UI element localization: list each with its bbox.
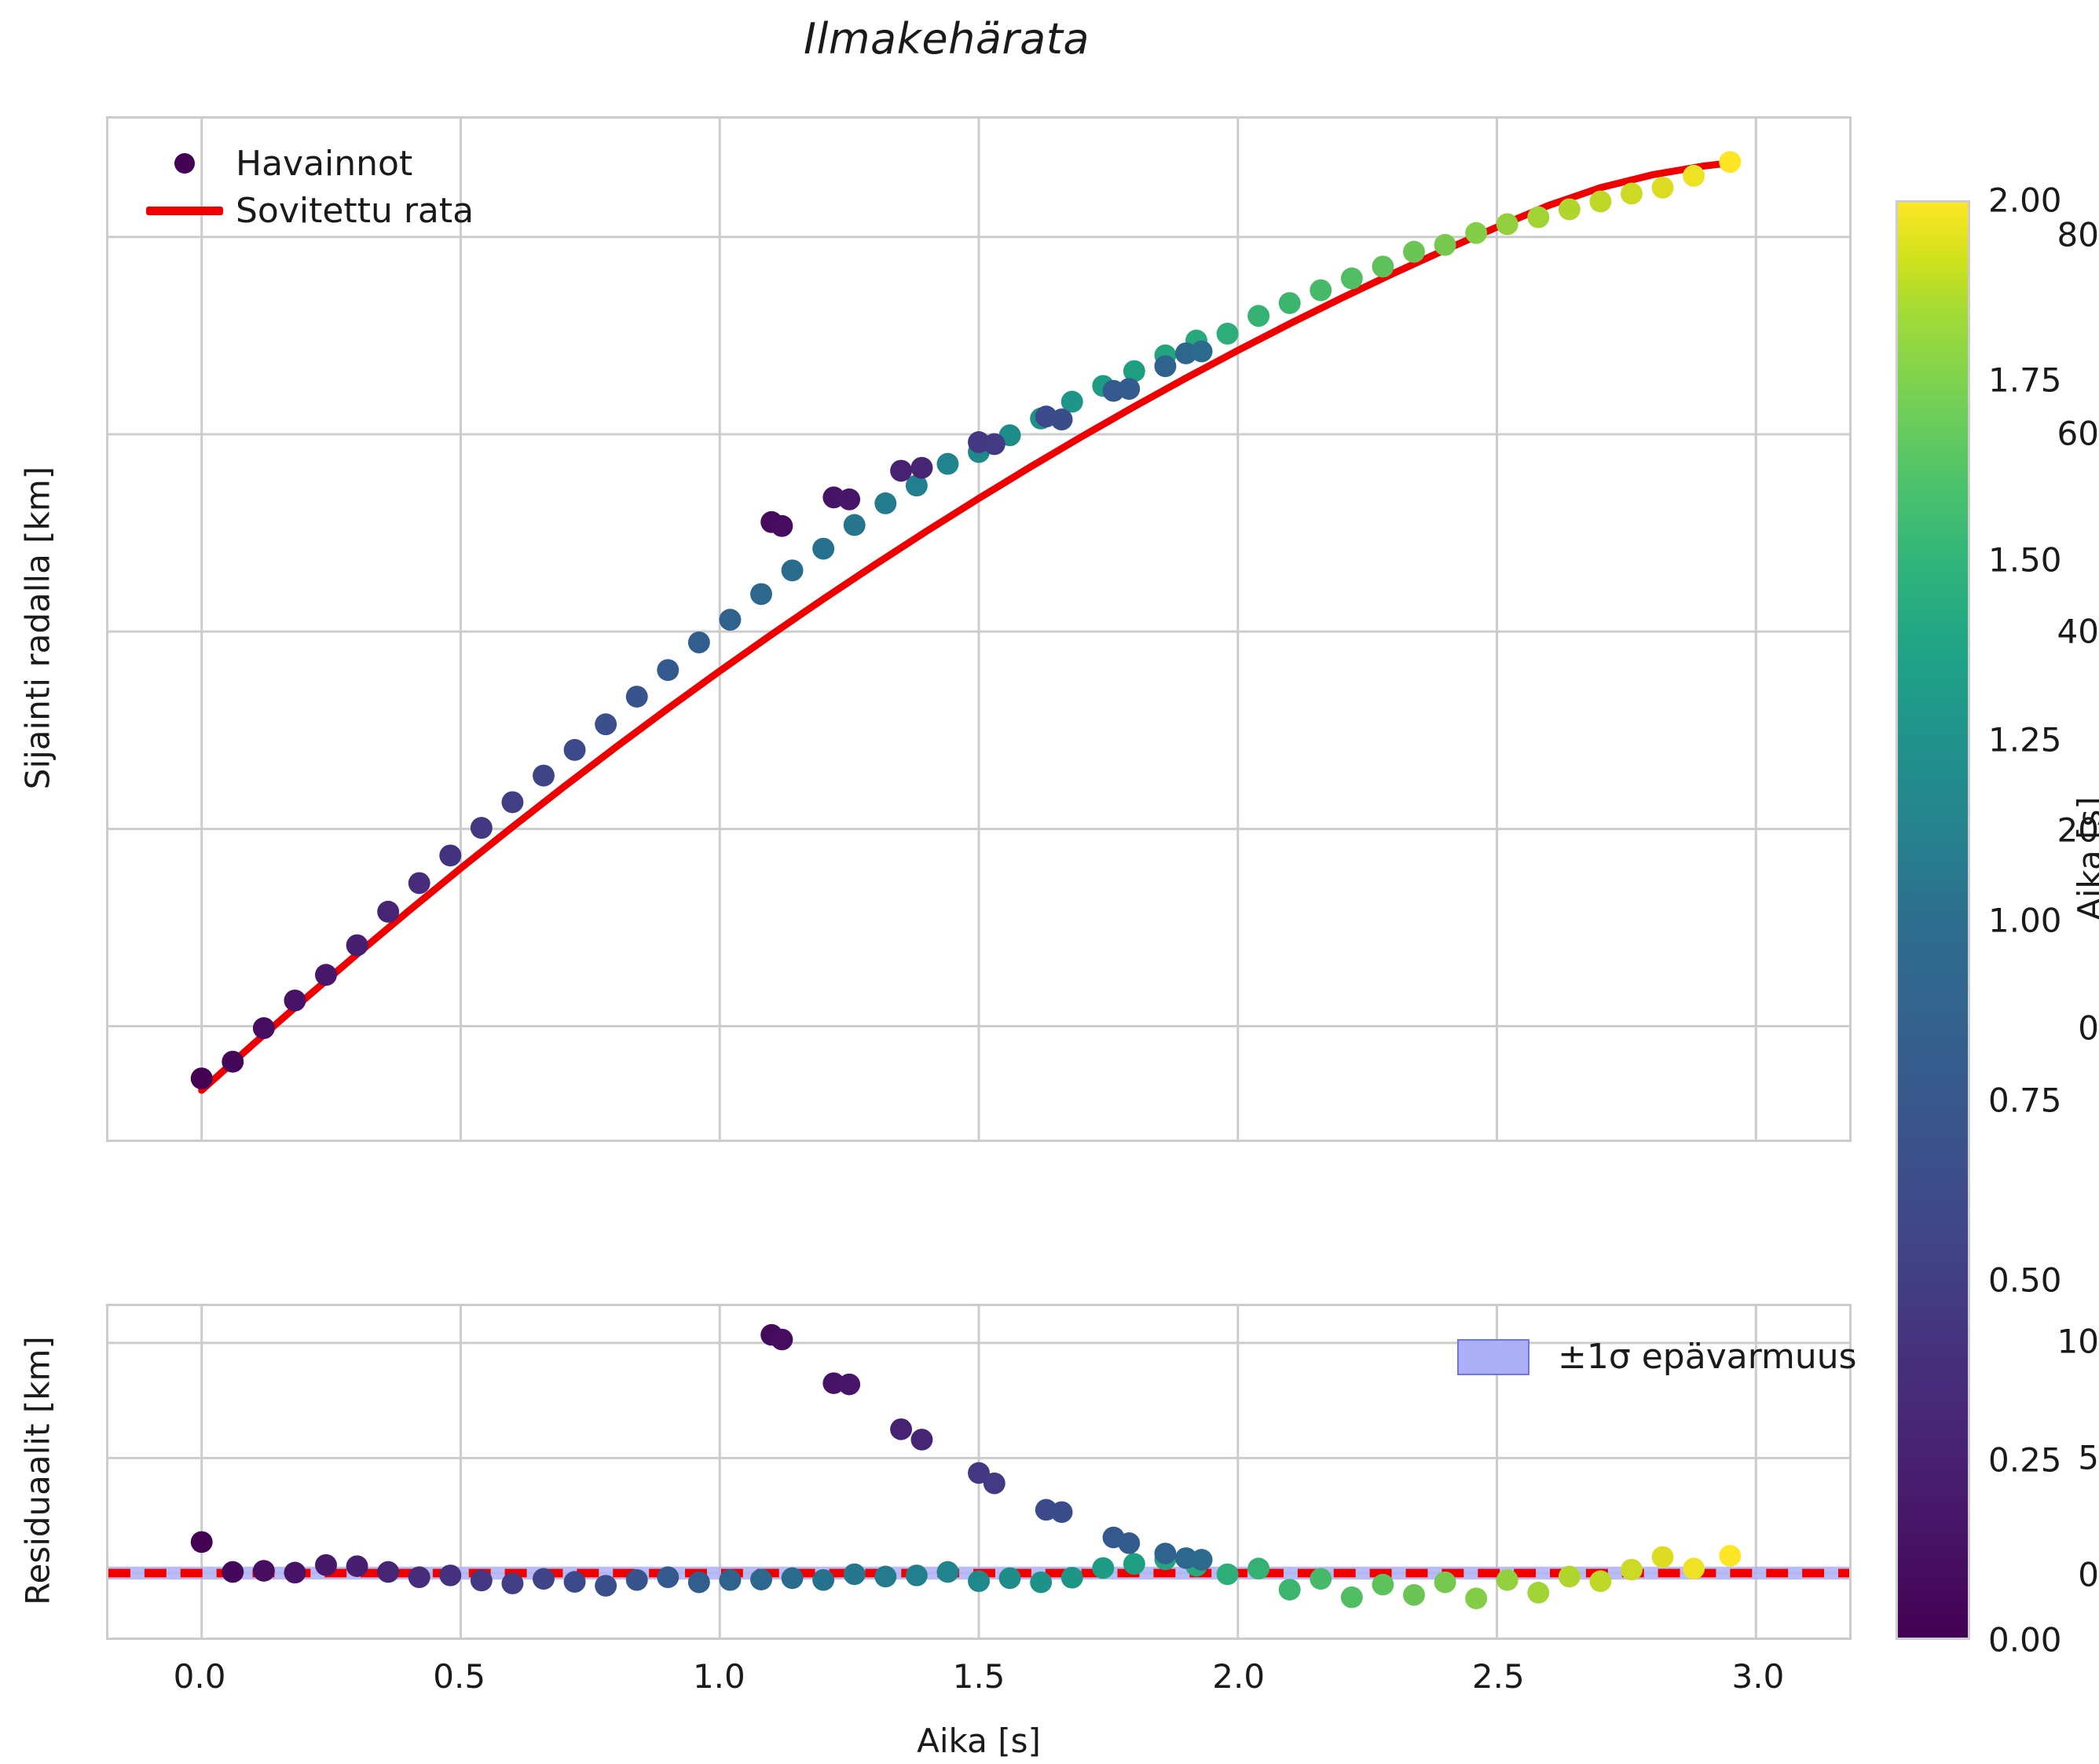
figure-title: Ilmakehärata <box>804 14 1090 64</box>
colorbar-tick-1.50: 1.50 <box>1988 540 2062 580</box>
main-y-axis-label: Sijainti radalla [km] <box>18 466 57 790</box>
x-tick-1.5: 1.5 <box>952 1657 1006 1696</box>
main-plot-canvas <box>108 119 1849 1140</box>
legend-item-havainnot: Havainnot <box>134 140 573 187</box>
legend-label-sigma-band: ±1σ epävarmuus <box>1558 1337 1857 1377</box>
legend-marker-line-icon <box>134 206 236 215</box>
colorbar-tick-0.75: 0.75 <box>1988 1081 2062 1120</box>
x-tick-0.0: 0.0 <box>173 1657 226 1696</box>
colorbar-axis-label: Aika [s] <box>2071 796 2099 920</box>
residual-plot-legend: ±1σ epävarmuus <box>1457 1337 1857 1377</box>
legend-item-sovitettu-rata: Sovitettu rata <box>134 187 573 234</box>
x-tick-2.5: 2.5 <box>1471 1657 1525 1696</box>
main-y-tick-0: 0 <box>2078 1008 2099 1048</box>
residual-y-tick-10: 10 <box>2057 1322 2099 1361</box>
x-tick-2.0: 2.0 <box>1212 1657 1266 1696</box>
colorbar-tick-0.50: 0.50 <box>1988 1261 2062 1300</box>
main-plot-axes <box>106 116 1852 1142</box>
residual-plot-canvas <box>108 1306 1849 1638</box>
main-y-tick-60: 60 <box>2057 414 2099 453</box>
x-axis-label: Aika [s] <box>917 1722 1041 1760</box>
legend-label-havainnot: Havainnot <box>236 143 413 184</box>
colorbar-tick-1.75: 1.75 <box>1988 360 2062 400</box>
x-tick-3.0: 3.0 <box>1731 1657 1785 1696</box>
x-tick-0.5: 0.5 <box>433 1657 486 1696</box>
main-y-tick-80: 80 <box>2057 215 2099 254</box>
main-y-tick-20: 20 <box>2057 811 2099 850</box>
residual-plot-axes <box>106 1304 1852 1640</box>
colorbar-gradient <box>1896 200 1970 1640</box>
residual-y-tick-5: 5 <box>2078 1438 2099 1477</box>
main-plot-legend: Havainnot Sovitettu rata <box>134 140 573 234</box>
colorbar-tick-1.25: 1.25 <box>1988 720 2062 759</box>
legend-label-sovitettu-rata: Sovitettu rata <box>236 190 474 231</box>
x-tick-1.0: 1.0 <box>692 1657 745 1696</box>
colorbar-tick-2.00: 2.00 <box>1988 181 2062 220</box>
colorbar-tick-0.00: 0.00 <box>1988 1620 2062 1660</box>
colorbar-tick-1.00: 1.00 <box>1988 901 2062 939</box>
residual-y-axis-label: Residuaalit [km] <box>18 1336 57 1605</box>
main-y-tick-40: 40 <box>2057 612 2099 651</box>
legend-sigma-band-patch-icon <box>1457 1338 1529 1375</box>
legend-marker-dot-icon <box>134 153 236 174</box>
residual-y-tick-0: 0 <box>2078 1555 2099 1594</box>
colorbar-tick-0.25: 0.25 <box>1988 1440 2062 1480</box>
colorbar: 0.00 0.25 0.50 0.75 1.00 1.25 1.50 1.75 2.00 <box>1896 181 2062 1660</box>
